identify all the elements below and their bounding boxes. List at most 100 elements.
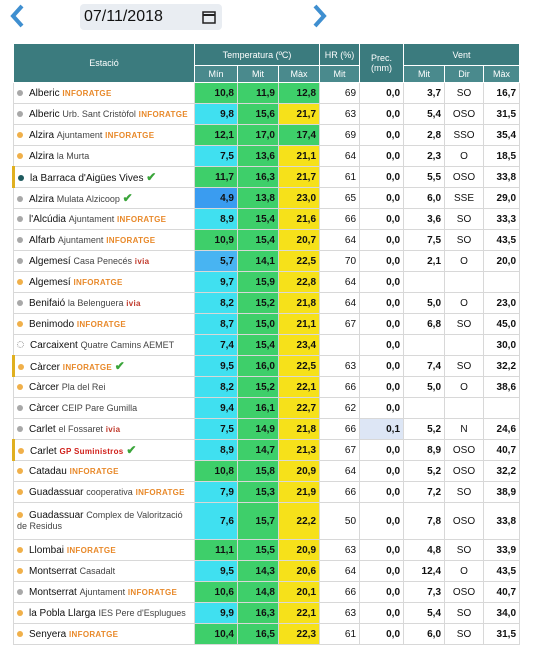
value-cell: 31,5 <box>483 623 521 645</box>
value-cell: SO <box>444 623 485 645</box>
value-cell: 5,5 <box>403 166 446 188</box>
check-icon: ✔ <box>146 170 157 184</box>
station-cell: Montserrat Casadalt <box>13 560 195 582</box>
status-dot <box>17 546 23 553</box>
network-badge: INFORATGE <box>69 629 119 639</box>
subheader-cell: Mín <box>194 65 238 83</box>
status-dot <box>17 196 23 203</box>
value-cell: 33,8 <box>483 502 521 540</box>
date-input[interactable]: 07/11/2018 <box>80 4 222 30</box>
status-dot <box>17 131 23 138</box>
value-cell: 23,4 <box>277 334 321 356</box>
value-cell: 16,0 <box>237 355 279 377</box>
station-row: Guadassuar Complex de Valorització de Re… <box>13 502 521 540</box>
value-cell: 10,8 <box>194 460 238 482</box>
status-dot <box>17 257 23 264</box>
value-cell: 15,2 <box>237 292 279 314</box>
value-cell: 14,1 <box>237 250 279 272</box>
network-badge: INFORATGE <box>66 545 117 555</box>
station-cell: Benimodo INFORATGE <box>13 313 195 335</box>
value-cell: 21,3 <box>277 439 321 461</box>
station-detail: Mulata Alzicoop <box>56 194 120 204</box>
value-cell <box>444 334 485 356</box>
value-cell: 9,5 <box>194 355 238 377</box>
station-row: Carcaixent Quatre Camins AEMET 7,4 15,4 23,… <box>13 334 521 356</box>
status-dot <box>17 215 23 222</box>
value-cell: 0,0 <box>359 292 405 314</box>
value-cell: 16,7 <box>483 82 521 104</box>
station-name: Guadassuar <box>29 510 84 521</box>
value-cell: 13,6 <box>237 145 279 167</box>
value-cell: 31,5 <box>483 103 521 125</box>
value-cell: O <box>444 250 485 272</box>
value-cell: 32,2 <box>483 355 521 377</box>
station-cell: Carlet el Fossaret ivia <box>13 418 195 440</box>
prev-day[interactable] <box>8 2 28 32</box>
value-cell: SSE <box>444 187 485 209</box>
station-row: Alzira Mulata Alzicoop ✔ 4,9 13,8 23,0 65 0,0… <box>13 187 521 209</box>
date-text: 07/11/2018 <box>84 8 163 25</box>
value-cell: 67 <box>319 313 361 335</box>
station-cell: l'Alcúdia Ajuntament INFORATGE <box>13 208 195 230</box>
value-cell: 8,2 <box>194 376 238 398</box>
value-cell: 5,2 <box>403 460 446 482</box>
value-cell: 0,0 <box>359 166 405 188</box>
value-cell: 15,3 <box>237 481 279 503</box>
station-name: Llombai <box>29 544 65 556</box>
value-cell: 7,2 <box>403 481 446 503</box>
value-cell: 64 <box>319 560 361 582</box>
calendar-icon[interactable] <box>202 10 216 24</box>
value-cell <box>403 271 446 293</box>
value-cell: 0,0 <box>359 623 405 645</box>
station-cell: Llombai INFORATGE <box>13 539 195 561</box>
value-cell: 2,3 <box>403 145 446 167</box>
value-cell: SO <box>444 602 485 624</box>
status-dot <box>17 89 23 96</box>
status-dot <box>17 152 23 159</box>
station-name: Catadau <box>29 465 67 477</box>
value-cell: 0,0 <box>359 581 405 603</box>
status-dot <box>17 467 23 474</box>
value-cell: 0,0 <box>359 502 405 540</box>
value-cell: 10,6 <box>194 581 238 603</box>
value-cell: 50 <box>319 502 361 540</box>
value-cell: 14,7 <box>237 439 279 461</box>
station-name: Algemesí <box>29 255 71 267</box>
value-cell: 15,8 <box>237 460 279 482</box>
value-cell: 21,7 <box>277 103 321 125</box>
value-cell: 7,4 <box>194 334 238 356</box>
value-cell: 10,4 <box>194 623 238 645</box>
station-row: Alfarb Ajuntament INFORATGE 10,9 15,4 20,7 6… <box>13 229 521 251</box>
value-cell: 21,1 <box>277 313 321 335</box>
value-cell: 17,0 <box>237 124 279 146</box>
value-cell: 11,1 <box>194 539 238 561</box>
status-dot <box>17 588 23 595</box>
value-cell: 16,1 <box>237 397 279 419</box>
station-cell: la Barraca d'Aigües Vives ✔ <box>12 166 195 188</box>
value-cell: OSO <box>444 103 485 125</box>
station-name: Càrcer <box>30 362 61 373</box>
station-detail: cooperativa <box>86 486 133 497</box>
station-row: la Barraca d'Aigües Vives ✔ 11,7 16,3 21,7 6… <box>12 166 521 188</box>
station-cell: Alfarb Ajuntament INFORATGE <box>13 229 195 251</box>
value-cell: 64 <box>319 145 361 167</box>
value-cell: 38,6 <box>483 376 521 398</box>
station-name: la Barraca d'Aigües Vives <box>30 173 144 184</box>
value-cell: 22,5 <box>277 250 321 272</box>
value-cell: 5,0 <box>403 292 446 314</box>
station-detail: Ajuntament <box>79 586 126 597</box>
status-dot <box>17 383 23 390</box>
value-cell: 5,7 <box>194 250 238 272</box>
status-dot <box>18 364 24 371</box>
station-row: Càrcer CEIP Pare Gumilla 9,4 16,1 22,7 62 0,0 <box>13 397 521 419</box>
value-cell: 9,4 <box>194 397 238 419</box>
value-cell: 9,7 <box>194 271 238 293</box>
value-cell: 15,0 <box>237 313 279 335</box>
status-dot <box>17 567 23 574</box>
next-day[interactable] <box>310 2 330 32</box>
station-row: Alberic INFORATGE 10,8 11,9 12,8 69 0,0 3,7 SO 1… <box>13 82 521 104</box>
value-cell: 8,2 <box>194 292 238 314</box>
station-name: Alzira <box>29 150 55 162</box>
value-cell: 65 <box>319 187 361 209</box>
